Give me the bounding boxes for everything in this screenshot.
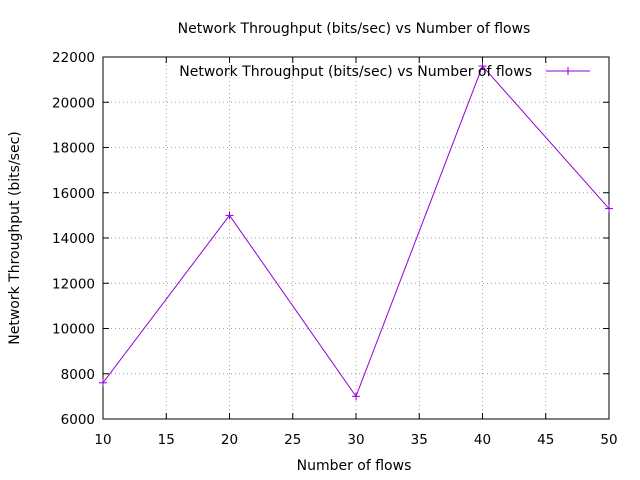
data-point-marker [605,204,613,213]
y-tick-label: 22000 [52,50,95,66]
data-point-marker [99,378,107,387]
x-axis-label: Number of flows [297,458,412,474]
x-tick-label: 20 [221,432,238,448]
x-tick-label: 25 [284,432,301,448]
data-point-marker [225,211,234,220]
grid [103,57,609,419]
x-tick-label: 15 [158,432,175,448]
y-tick-label: 10000 [52,322,95,338]
x-tick-label: 50 [600,432,617,448]
series-line [102,65,610,398]
axis-ticks: 10 15 20 25 30 35 40 45 50 6000 8000 10000 12000 1400… [52,50,618,448]
x-tick-label: 35 [411,432,428,448]
x-tick-label: 45 [537,432,554,448]
data-point-marker [352,392,360,401]
legend-label: Network Throughput (bits/sec) vs Number … [179,64,532,80]
y-tick-label: 16000 [52,186,95,202]
y-tick-label: 14000 [52,231,95,247]
series-layer [99,62,613,401]
legend: Network Throughput (bits/sec) vs Number … [179,64,590,80]
y-tick-label: 12000 [52,276,95,292]
x-tick-label: 40 [474,432,491,448]
y-tick-label: 6000 [61,412,95,428]
legend-plus-marker [564,67,572,75]
chart-title: Network Throughput (bits/sec) vs Number … [178,21,531,37]
y-tick-label: 8000 [61,367,95,383]
x-tick-label: 30 [347,432,364,448]
y-tick-label: 20000 [52,95,95,111]
y-tick-label: 18000 [52,141,95,157]
legend-marker [564,67,572,75]
data-point-marker [478,62,487,71]
y-axis-label: Network Throughput (bits/sec) [7,131,23,344]
x-tick-label: 10 [94,432,111,448]
